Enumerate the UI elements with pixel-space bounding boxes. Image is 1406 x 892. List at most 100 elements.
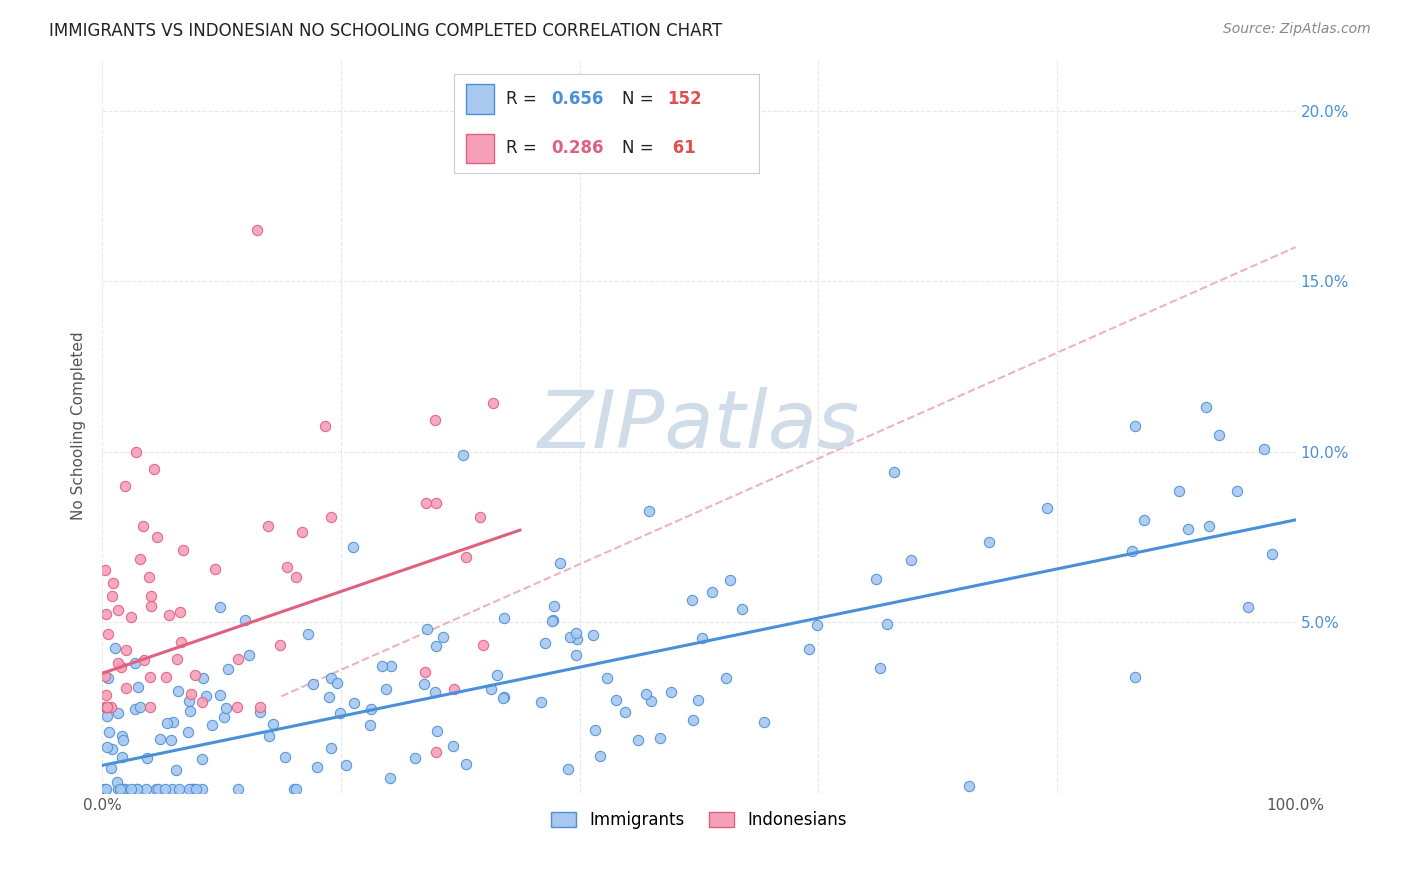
Point — [565, 632, 588, 646]
Point — [128, 699, 150, 714]
Point — [640, 694, 662, 708]
Point — [100, 590, 122, 604]
Point — [605, 692, 627, 706]
Point — [226, 652, 249, 666]
Point — [184, 668, 207, 682]
Point — [541, 614, 564, 628]
Point — [136, 751, 159, 765]
Point — [141, 599, 163, 614]
Point — [614, 705, 637, 719]
Point — [107, 782, 129, 797]
Point — [246, 223, 269, 237]
Point — [494, 611, 516, 625]
Point — [100, 761, 122, 775]
Point — [96, 709, 118, 723]
Point — [172, 543, 194, 558]
Point — [153, 782, 176, 797]
Point — [543, 599, 565, 613]
Point — [318, 690, 340, 704]
Point — [1168, 483, 1191, 498]
Point — [112, 733, 135, 747]
Point — [291, 524, 314, 539]
Point — [249, 705, 271, 719]
Point — [191, 751, 214, 765]
Point — [110, 782, 132, 797]
Point — [423, 413, 446, 427]
Point — [423, 685, 446, 699]
Point — [125, 782, 148, 797]
Point — [114, 782, 136, 797]
Point — [1123, 670, 1146, 684]
Point — [138, 570, 160, 584]
Point — [335, 758, 357, 772]
Point — [167, 782, 190, 797]
Point — [565, 626, 588, 640]
Point — [124, 444, 146, 458]
Point — [682, 714, 704, 728]
Point — [416, 622, 439, 636]
Point — [238, 648, 260, 662]
Point — [226, 782, 249, 797]
Point — [492, 691, 515, 706]
Point — [714, 671, 737, 685]
Point — [93, 669, 115, 683]
Point — [157, 608, 180, 623]
Point — [217, 662, 239, 676]
Point — [170, 635, 193, 649]
Point — [329, 706, 352, 720]
Point — [1195, 400, 1218, 414]
Point — [160, 732, 183, 747]
Point — [112, 782, 135, 797]
Point — [193, 671, 215, 685]
Point — [94, 688, 117, 702]
Point — [145, 782, 167, 797]
Text: IMMIGRANTS VS INDONESIAN NO SCHOOLING COMPLETED CORRELATION CHART: IMMIGRANTS VS INDONESIAN NO SCHOOLING CO… — [49, 22, 723, 40]
Point — [321, 671, 343, 685]
Point — [471, 638, 494, 652]
Point — [121, 610, 143, 624]
Point — [1123, 418, 1146, 433]
Point — [297, 627, 319, 641]
Point — [360, 702, 382, 716]
Point — [142, 462, 165, 476]
Point — [156, 715, 179, 730]
Point — [249, 700, 271, 714]
Point — [589, 749, 612, 764]
Point — [177, 724, 200, 739]
Point — [94, 607, 117, 622]
Point — [378, 771, 401, 785]
Point — [1261, 548, 1284, 562]
Point — [276, 560, 298, 574]
Point — [208, 599, 231, 614]
Point — [865, 572, 887, 586]
Point — [543, 613, 565, 627]
Point — [371, 658, 394, 673]
Point — [534, 636, 557, 650]
Point — [162, 714, 184, 729]
Point — [162, 782, 184, 797]
Point — [262, 717, 284, 731]
Point — [107, 656, 129, 670]
Point — [184, 782, 207, 797]
Point — [114, 479, 136, 493]
Point — [215, 701, 238, 715]
Point — [204, 562, 226, 576]
Point — [233, 613, 256, 627]
Point — [124, 657, 146, 671]
Point — [179, 782, 201, 797]
Point — [125, 782, 148, 797]
Point — [93, 564, 115, 578]
Point — [557, 762, 579, 776]
Point — [96, 700, 118, 714]
Point — [114, 643, 136, 657]
Point — [97, 725, 120, 739]
Point — [257, 729, 280, 743]
Point — [181, 782, 204, 797]
Point — [107, 603, 129, 617]
Point — [225, 700, 247, 714]
Text: ZIPatlas: ZIPatlas — [538, 387, 860, 465]
Point — [314, 419, 336, 434]
Point — [201, 718, 224, 732]
Point — [441, 739, 464, 753]
Point — [404, 751, 426, 765]
